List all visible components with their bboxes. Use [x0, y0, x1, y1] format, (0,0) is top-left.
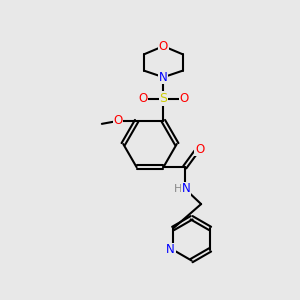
Text: O: O: [159, 40, 168, 52]
Text: S: S: [159, 92, 167, 105]
Text: N: N: [159, 71, 168, 84]
Text: O: O: [195, 143, 204, 156]
Text: O: O: [114, 114, 123, 128]
Text: H: H: [174, 184, 182, 194]
Text: N: N: [166, 243, 175, 256]
Text: O: O: [138, 92, 147, 105]
Text: N: N: [182, 182, 190, 195]
Text: O: O: [180, 92, 189, 105]
